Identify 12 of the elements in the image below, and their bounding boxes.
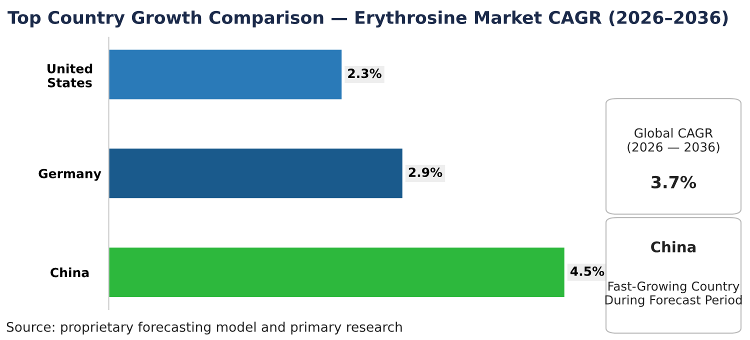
data-label: 4.5%	[570, 266, 604, 276]
y-tick-label: China	[50, 268, 89, 278]
chart-title: Top Country Growth Comparison — Erythrosine Market CAGR (2026–2036)	[8, 10, 728, 28]
data-label: 2.3%	[348, 68, 382, 78]
source-note: Source: proprietary forecasting model and primary research	[6, 322, 402, 334]
y-tick-label: Germany	[38, 168, 102, 181]
y-tick-label: United States	[48, 64, 92, 88]
text: China	[651, 241, 696, 252]
text: 3.7%	[652, 176, 696, 188]
text: Fast-Growing Country During Forecast Period	[605, 281, 742, 307]
text: Global CAGR (2026 — 2036)	[628, 128, 720, 154]
data-label: 2.9%	[408, 168, 442, 178]
